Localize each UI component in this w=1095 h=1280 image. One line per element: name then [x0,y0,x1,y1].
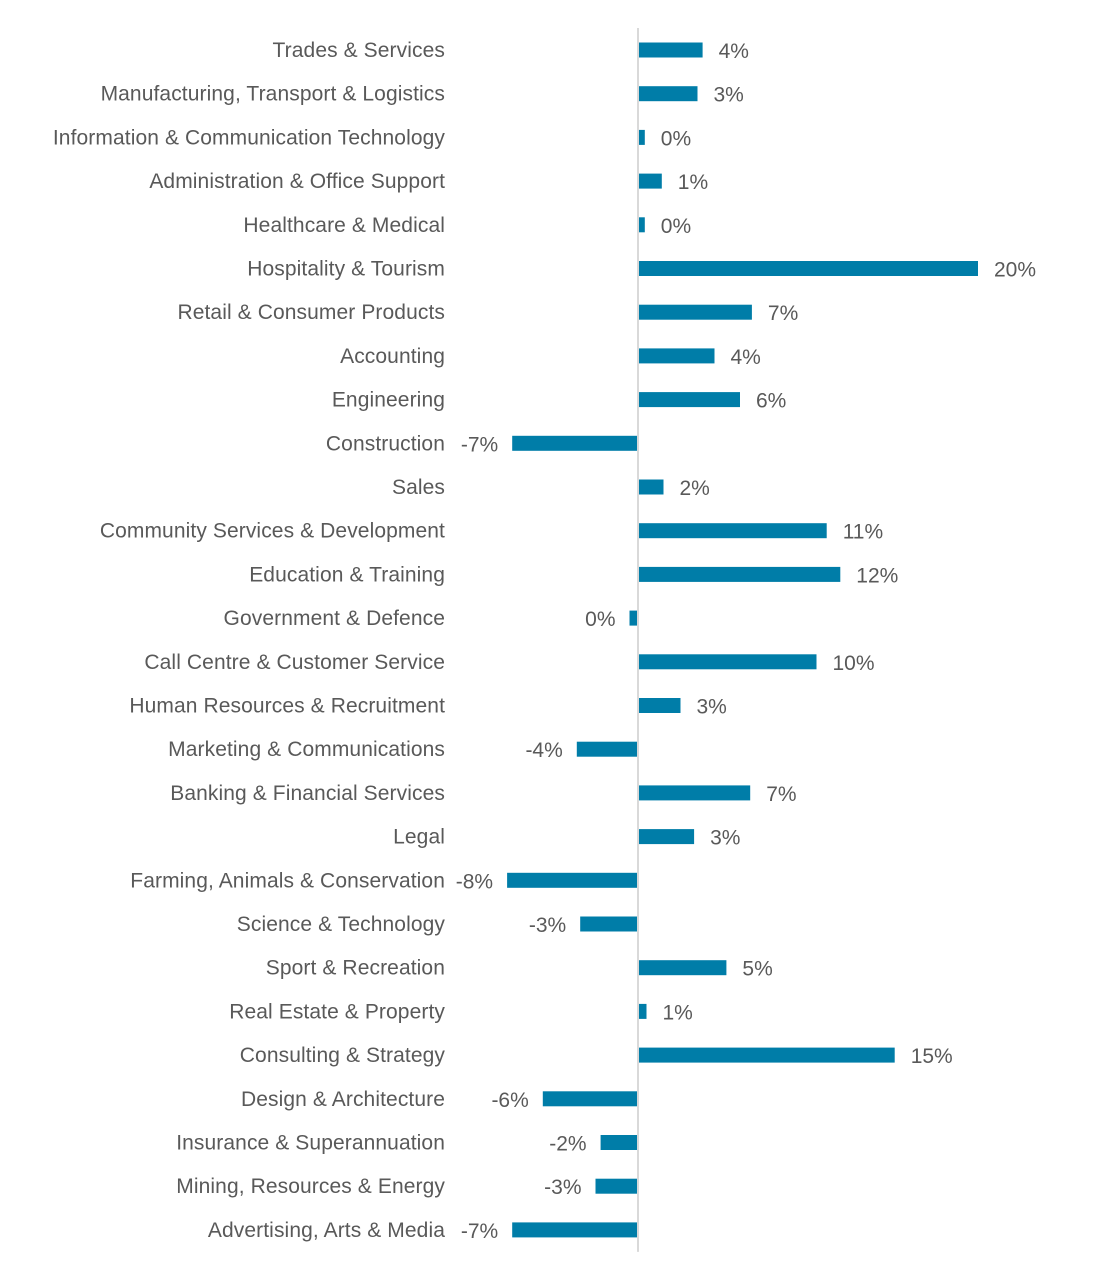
bar [638,348,715,364]
bar [580,916,638,932]
category-label: Consulting & Strategy [240,1044,446,1067]
category-label: Trades & Services [273,39,445,62]
data-label: -4% [525,739,562,762]
bar [638,217,645,233]
bar [576,741,638,757]
bar [638,304,752,320]
category-label: Banking & Financial Services [170,782,445,805]
data-label: -3% [529,914,566,937]
bar [638,479,664,495]
data-label: 1% [663,1001,693,1024]
category-label: Healthcare & Medical [243,214,445,237]
bar [638,1047,895,1063]
data-label: 10% [833,652,875,675]
category-label: Information & Communication Technology [53,126,446,149]
data-label: 2% [680,477,710,500]
bar [638,261,978,276]
bar [638,129,645,145]
category-label: Farming, Animals & Conservation [130,869,445,892]
data-label: 15% [911,1045,953,1068]
category-label: Design & Architecture [241,1088,445,1111]
bar [638,173,662,189]
data-label: 0% [661,127,691,150]
data-label: 1% [678,171,708,194]
category-label: Legal [393,826,445,849]
category-label: Hospitality & Tourism [247,258,445,281]
data-label: 3% [697,696,727,719]
category-label: Sport & Recreation [266,957,445,980]
data-label: 11% [843,521,883,544]
category-label: Government & Defence [224,607,445,630]
data-label: 0% [661,215,691,238]
category-label: Sales [392,476,445,499]
category-label: Human Resources & Recruitment [129,695,445,718]
data-label: -7% [461,1220,498,1243]
data-label: 5% [742,958,772,981]
category-label: Manufacturing, Transport & Logistics [101,83,445,106]
category-label: Mining, Resources & Energy [176,1175,445,1198]
data-label: 4% [731,346,761,369]
category-label: Call Centre & Customer Service [144,651,445,674]
bar [638,698,681,713]
bars [507,42,978,1238]
data-label: 3% [710,827,740,850]
data-label: 3% [714,84,744,107]
data-label: -3% [544,1176,581,1199]
bar [638,42,703,58]
category-label: Construction [326,432,445,455]
bar [600,1135,638,1150]
category-label: Insurance & Superannuation [176,1132,445,1155]
data-label: 4% [719,40,749,63]
bar [512,1222,638,1238]
data-label: -6% [491,1089,528,1112]
category-label: Administration & Office Support [149,170,445,193]
bar [629,610,638,626]
bar [638,829,695,845]
category-label: Accounting [340,345,445,368]
data-label: -7% [461,433,498,456]
bar [512,435,638,451]
data-label: 6% [756,390,786,413]
category-label: Advertising, Arts & Media [208,1219,445,1242]
data-label: -8% [456,870,493,893]
data-label: 0% [585,608,615,631]
bar [638,1003,647,1019]
bar [507,872,638,888]
category-label: Community Services & Development [100,520,445,543]
bar [638,523,827,539]
bar [542,1091,638,1107]
bar [595,1178,638,1194]
category-label: Retail & Consumer Products [177,301,445,324]
bar [638,86,698,102]
category-label: Education & Training [249,563,445,586]
data-label: 7% [766,783,796,806]
data-label: -2% [549,1133,586,1156]
bar [638,785,751,801]
category-label: Real Estate & Property [229,1000,445,1023]
category-labels: Trades & Services Manufacturing, Transpor… [53,39,446,1242]
category-label: Engineering [332,389,445,412]
data-label: 7% [768,302,798,325]
bar [638,566,841,582]
bar [638,654,817,670]
category-label: Marketing & Communications [168,738,445,761]
category-label: Science & Technology [237,913,446,936]
data-label: 20% [994,259,1036,282]
bar [638,392,740,408]
data-label: 12% [856,564,898,587]
data-labels: 4% 3% 0% 1% 0% 20% 7% 4% 6% -7% 2% 11% 12% 0% 10% 3% -4%… [456,40,1036,1243]
bar [638,960,727,976]
